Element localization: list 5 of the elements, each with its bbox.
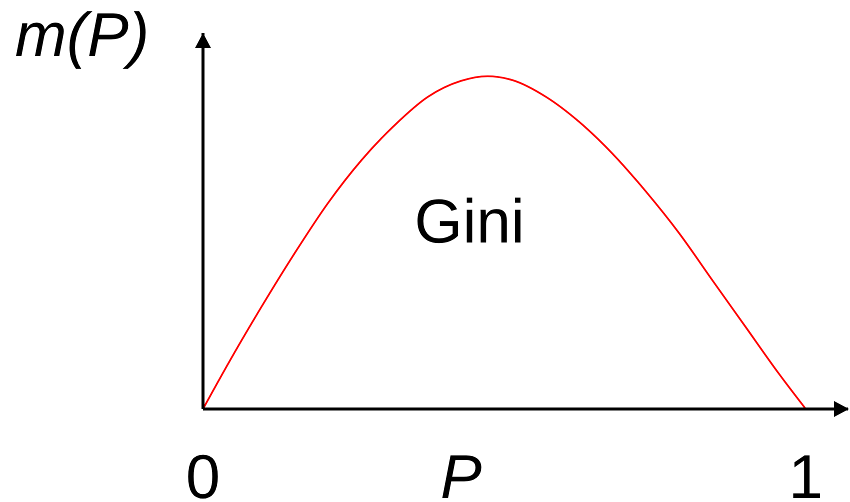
x-tick-label: 1 — [788, 443, 824, 502]
series-label: Gini — [414, 188, 525, 257]
y-axis-title: m(P) — [15, 1, 150, 70]
x-tick-label: 0 — [186, 443, 220, 502]
x-axis-title: P — [440, 443, 482, 502]
